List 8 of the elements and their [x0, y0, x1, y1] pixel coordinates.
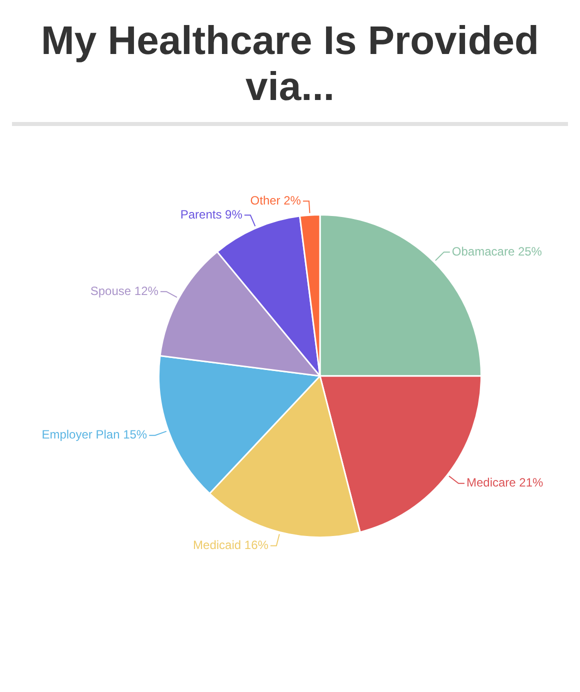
slice-label: Parents 9%	[180, 207, 243, 222]
slice-label: Employer Plan 15%	[42, 428, 148, 442]
chart-title: My Healthcare Is Provided via...	[40, 18, 540, 110]
slice-label: Obamacare 25%	[452, 244, 542, 258]
slice-label: Spouse 12%	[90, 284, 159, 298]
slice-label: Medicare 21%	[466, 476, 544, 490]
slice-label: Medicaid 16%	[193, 538, 269, 552]
slice-label: Other 2%	[250, 193, 302, 208]
